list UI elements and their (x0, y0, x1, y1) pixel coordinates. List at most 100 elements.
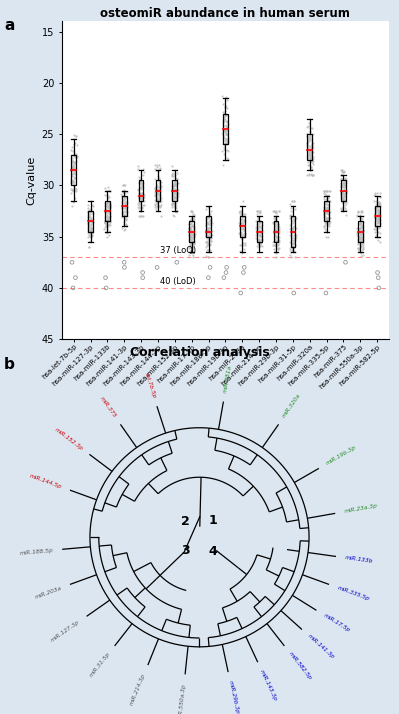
Point (372, 206, 379, 218)
Point (154, 200, 160, 211)
Point (88, 231, 94, 242)
Point (240, 211, 246, 223)
Point (188, 226, 195, 237)
Point (187, 221, 193, 233)
Point (107, 185, 113, 196)
Point (174, 192, 180, 203)
Point (291, 233, 298, 245)
Point (256, 241, 262, 253)
Point (170, 184, 177, 196)
Point (123, 198, 129, 209)
Bar (71, 155, 76, 186)
Point (190, 238, 196, 250)
Point (339, 204, 345, 216)
Point (341, 181, 348, 192)
Point (372, 203, 379, 215)
Point (173, 191, 180, 203)
Point (377, 218, 383, 230)
Point (356, 226, 362, 237)
Point (238, 229, 245, 241)
Point (157, 164, 163, 175)
Point (375, 196, 382, 208)
Point (107, 216, 114, 227)
Point (152, 189, 158, 201)
Point (102, 189, 108, 201)
Point (136, 176, 142, 187)
Point (202, 228, 209, 239)
Point (172, 198, 178, 209)
Point (89, 207, 96, 218)
Point (140, 166, 147, 178)
Point (139, 187, 145, 198)
Point (152, 182, 159, 193)
Point (375, 215, 381, 226)
Point (308, 146, 314, 157)
Point (237, 239, 243, 251)
Point (242, 228, 249, 239)
Point (138, 188, 144, 200)
Point (105, 216, 111, 228)
Point (69, 161, 75, 173)
Point (224, 136, 231, 147)
Point (223, 101, 229, 112)
Point (326, 211, 332, 222)
Point (374, 210, 380, 221)
Point (170, 168, 176, 179)
Point (374, 234, 381, 246)
Text: 1: 1 (208, 514, 217, 527)
Text: miR.451a: miR.451a (223, 365, 232, 393)
Point (173, 188, 179, 200)
Point (172, 179, 179, 191)
Point (254, 225, 261, 236)
Point (186, 222, 192, 233)
Point (288, 209, 294, 221)
Point (287, 219, 293, 231)
Text: miR.335.5p: miR.335.5p (336, 585, 370, 601)
Point (270, 236, 277, 247)
Point (323, 185, 329, 196)
Point (208, 225, 215, 236)
Point (272, 218, 279, 229)
Point (208, 216, 215, 227)
Point (356, 241, 363, 252)
Point (304, 139, 310, 151)
Point (342, 180, 348, 191)
Point (136, 173, 143, 184)
Point (174, 183, 180, 195)
Point (208, 232, 214, 243)
Point (258, 226, 265, 238)
Point (270, 218, 277, 229)
Point (254, 218, 261, 230)
Point (275, 238, 281, 250)
Point (71, 159, 77, 170)
Point (341, 179, 347, 191)
Point (106, 204, 113, 216)
Point (136, 188, 142, 200)
Point (102, 217, 109, 228)
Point (102, 182, 109, 193)
Point (154, 188, 160, 199)
Point (121, 262, 128, 273)
Point (272, 235, 278, 246)
Point (321, 185, 328, 196)
Point (374, 215, 380, 226)
Point (169, 189, 176, 201)
Point (338, 177, 345, 188)
Point (273, 238, 279, 249)
Point (322, 210, 328, 221)
Point (122, 201, 128, 213)
Point (339, 164, 346, 176)
Point (373, 198, 379, 210)
Point (203, 224, 209, 236)
Point (271, 212, 277, 223)
Point (124, 187, 130, 198)
Point (220, 106, 226, 118)
Point (122, 206, 129, 217)
Point (342, 188, 348, 199)
Point (288, 223, 295, 235)
Point (304, 139, 311, 151)
Point (326, 212, 333, 223)
Point (271, 218, 277, 229)
Point (207, 217, 213, 228)
Point (101, 201, 108, 212)
